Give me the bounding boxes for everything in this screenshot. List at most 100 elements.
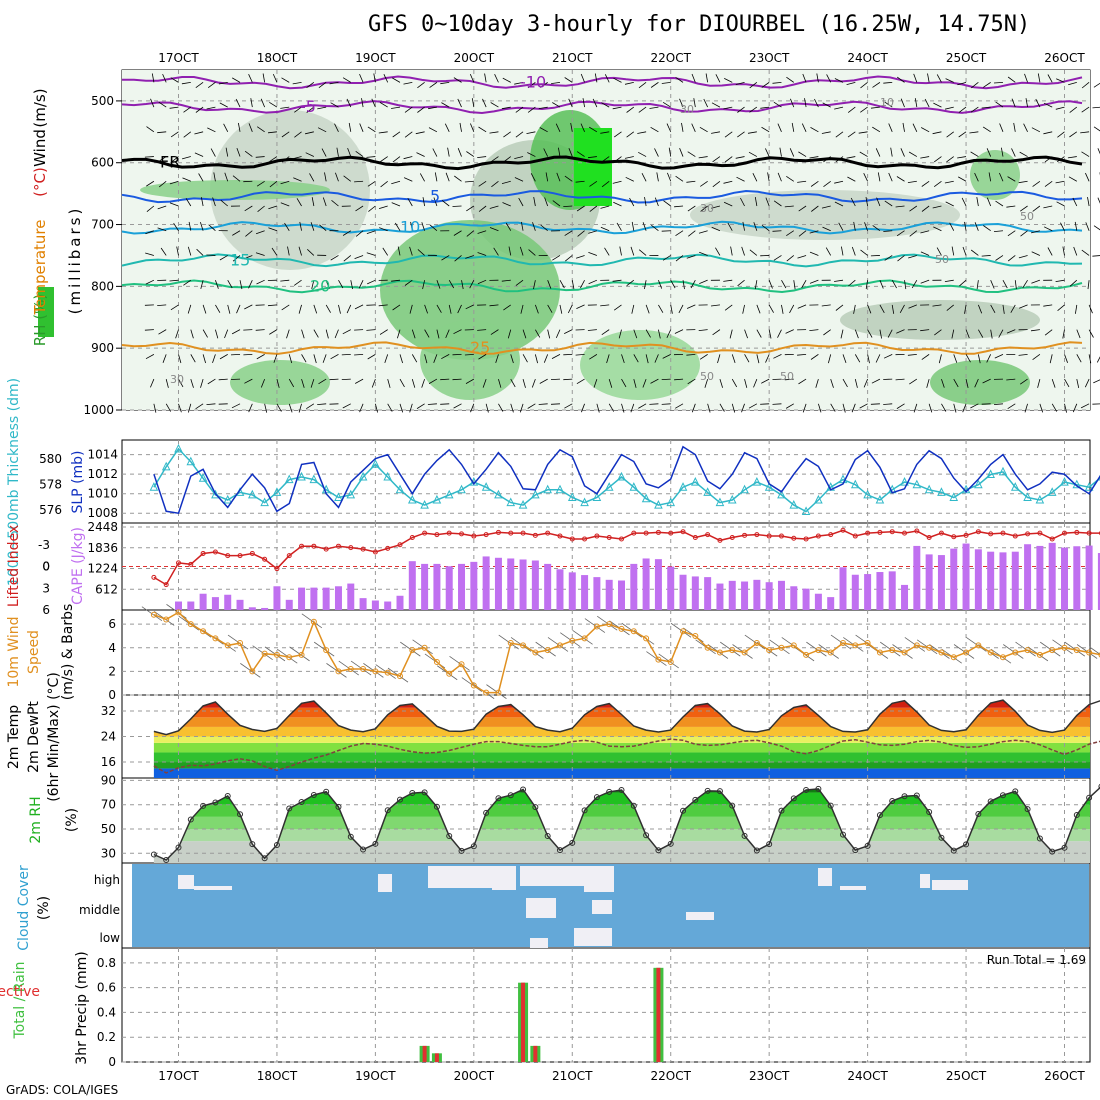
wind-barb bbox=[539, 378, 548, 384]
wind-barb bbox=[540, 82, 548, 88]
wind-barb bbox=[382, 247, 389, 256]
wind-barb bbox=[928, 403, 933, 413]
wind-barb bbox=[785, 329, 794, 334]
wind-barb bbox=[731, 354, 736, 364]
wind-barb bbox=[298, 304, 302, 314]
wind-barb bbox=[761, 126, 770, 133]
wind-barb bbox=[999, 172, 1004, 182]
wind-barb bbox=[946, 131, 954, 138]
lifted-index-line-point bbox=[483, 532, 489, 538]
wind-barb bbox=[1025, 98, 1028, 108]
wind-barb bbox=[498, 378, 502, 388]
rh-axis-label: (%) bbox=[64, 808, 80, 832]
wind-barb bbox=[489, 304, 499, 307]
wind-barb bbox=[280, 180, 290, 185]
wind-barb bbox=[441, 102, 450, 108]
wind-barb bbox=[920, 251, 930, 256]
lifted-index-line-point bbox=[606, 535, 612, 540]
isotherm-label: -5 bbox=[300, 97, 316, 116]
wind-barb bbox=[877, 172, 881, 182]
wind-barb bbox=[215, 280, 219, 289]
thickness-line-point bbox=[900, 477, 909, 486]
wind-barb bbox=[268, 205, 278, 210]
rh-line-point bbox=[606, 788, 613, 795]
wind-barb bbox=[367, 180, 376, 187]
wind-axis-label: (m/s) & Barbs bbox=[60, 604, 76, 701]
wind-barb bbox=[911, 279, 918, 289]
wind-speed-line-point bbox=[987, 649, 994, 656]
wind-speed-line-point bbox=[249, 668, 256, 675]
wind-barb bbox=[909, 378, 918, 385]
cross-section-legend-label: RH (%) bbox=[31, 294, 49, 346]
wind-barb bbox=[269, 180, 278, 188]
bottom-day-tick: 22OCT bbox=[651, 1069, 692, 1083]
wind-speed-line-point bbox=[458, 661, 465, 668]
wind-speed-line-point bbox=[433, 658, 440, 665]
wind-barb bbox=[244, 304, 253, 310]
wind-barb bbox=[731, 378, 738, 388]
wind-barb bbox=[723, 180, 733, 184]
lifted-index-line-point bbox=[151, 574, 157, 580]
wind-barb bbox=[310, 378, 315, 388]
wind-barb bbox=[809, 329, 819, 331]
wind-tick: 0 bbox=[108, 688, 116, 702]
wind-barb bbox=[457, 98, 462, 108]
cape-bar bbox=[273, 586, 281, 610]
thickness-line-point bbox=[223, 494, 233, 504]
top-day-tick: 26OCT bbox=[1044, 51, 1085, 65]
wind-barb bbox=[421, 378, 425, 388]
wind-barb bbox=[485, 403, 489, 413]
isotherm-line bbox=[121, 220, 1083, 235]
wind-barb bbox=[705, 73, 709, 83]
wind-barb bbox=[932, 304, 942, 307]
wind-barb bbox=[394, 222, 401, 231]
wind-barb bbox=[944, 279, 954, 282]
wind-barb bbox=[518, 197, 524, 207]
wind-barb bbox=[957, 156, 967, 159]
cape-bar bbox=[1024, 544, 1032, 610]
rh-line-point bbox=[237, 811, 244, 818]
wind-barb bbox=[798, 230, 807, 237]
wind-barb bbox=[626, 279, 635, 287]
wind-barb bbox=[514, 81, 524, 85]
wind-barb bbox=[781, 304, 784, 314]
slp-tick: 1014 bbox=[87, 448, 118, 462]
lifted-index-line-point bbox=[938, 530, 944, 536]
lifted-index-line-point bbox=[951, 534, 957, 540]
cape-bar bbox=[1097, 553, 1100, 610]
wind-barb bbox=[433, 197, 438, 207]
wind-speed-line-point bbox=[729, 647, 736, 654]
wind-barb bbox=[1067, 156, 1077, 159]
wind-barb bbox=[1044, 156, 1053, 163]
wind-barb bbox=[587, 329, 597, 331]
wind-barb bbox=[731, 403, 736, 413]
wind-barb bbox=[835, 304, 844, 311]
top-day-tick: 23OCT bbox=[749, 51, 790, 65]
wind-barb bbox=[514, 156, 524, 159]
wind-barb bbox=[457, 304, 462, 314]
wind-barb bbox=[466, 230, 475, 237]
wind-barb bbox=[202, 329, 208, 338]
wind-barb bbox=[847, 131, 856, 138]
cape-bar bbox=[777, 580, 785, 610]
wind-barb bbox=[341, 378, 351, 380]
wind-barb bbox=[801, 279, 807, 289]
wind-barb bbox=[555, 123, 561, 132]
wind-barb bbox=[920, 230, 930, 234]
temperature-tick: 24 bbox=[101, 730, 116, 744]
wind-barb bbox=[527, 82, 536, 89]
lifted-index-line-point bbox=[963, 532, 969, 538]
wind-barb bbox=[1013, 122, 1016, 132]
rh-line-point bbox=[261, 855, 268, 862]
wind-barb bbox=[342, 230, 351, 236]
cross-section-legend-label: (°C) bbox=[31, 167, 49, 197]
thickness-line-point bbox=[1047, 487, 1057, 496]
wind-barb bbox=[338, 304, 341, 314]
cape-bar bbox=[236, 599, 244, 610]
rh-fill bbox=[153, 784, 1090, 863]
wind-barb bbox=[533, 197, 536, 207]
wind-barb bbox=[666, 123, 672, 132]
wind-barb bbox=[1060, 222, 1065, 231]
wind-barb bbox=[527, 152, 536, 157]
thickness-line-point bbox=[518, 500, 528, 509]
